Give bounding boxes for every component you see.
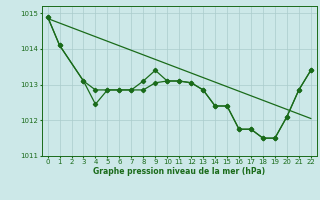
X-axis label: Graphe pression niveau de la mer (hPa): Graphe pression niveau de la mer (hPa) <box>93 167 265 176</box>
